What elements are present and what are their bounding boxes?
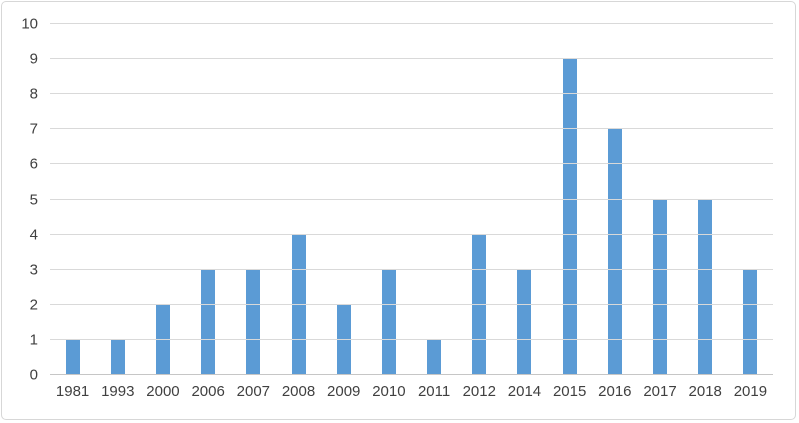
gridline <box>50 303 773 305</box>
bar-1981 <box>65 339 80 375</box>
gridline <box>50 233 773 235</box>
gridline <box>50 163 773 165</box>
x-tick-label: 2011 <box>417 383 451 400</box>
bar-slot-2018 <box>683 24 728 375</box>
bars-layer <box>50 24 773 375</box>
y-tick-label: 2 <box>29 296 38 314</box>
y-tick-label: 8 <box>29 85 38 103</box>
gridline <box>50 23 773 24</box>
bar-slot-2017 <box>637 24 682 375</box>
bar-2017 <box>653 199 668 375</box>
x-tick-label: 2012 <box>462 383 496 400</box>
bar-2019 <box>743 269 758 375</box>
x-tick-label: 2018 <box>688 383 722 400</box>
bar-2006 <box>201 269 216 375</box>
bar-slot-2006 <box>186 24 231 375</box>
y-tick-label: 1 <box>29 331 38 349</box>
bar-2015 <box>562 59 577 375</box>
gridline <box>50 128 773 130</box>
x-axis-line <box>50 374 773 375</box>
y-tick-label: 0 <box>29 366 38 384</box>
gridline <box>50 198 773 200</box>
bar-slot-2016 <box>592 24 637 375</box>
plot-area <box>50 23 773 375</box>
x-tick-label: 2009 <box>327 383 361 400</box>
bar-2000 <box>155 304 170 375</box>
bar-2014 <box>517 269 532 375</box>
gridline <box>50 58 773 60</box>
x-tick-label: 2019 <box>733 383 768 400</box>
x-tick-label: 2016 <box>598 383 632 400</box>
x-tick-label: 2017 <box>643 383 677 400</box>
x-tick-label: 2015 <box>552 383 587 400</box>
gridline <box>50 93 773 95</box>
y-axis: 0 1 2 3 4 5 6 7 8 9 10 <box>2 17 42 383</box>
gridline <box>50 268 773 270</box>
y-tick-label: 3 <box>29 261 38 279</box>
bar-slot-1993 <box>95 24 140 375</box>
bar-1993 <box>110 339 125 375</box>
x-tick-label: 2007 <box>236 383 271 400</box>
y-tick-label: 5 <box>29 191 38 208</box>
x-tick-label: 2008 <box>281 383 316 400</box>
bar-slot-2019 <box>728 24 773 375</box>
y-tick-label: 7 <box>29 120 38 138</box>
x-tick-label: 2014 <box>507 383 542 400</box>
x-axis: 1981 1993 2000 2006 2007 2008 2009 2010 2011 2012… <box>50 383 773 401</box>
bar-slot-2012 <box>457 24 502 375</box>
y-tick-label: 10 <box>21 15 38 33</box>
x-tick-label: 2006 <box>191 383 225 400</box>
bar-2016 <box>607 129 622 375</box>
bar-2010 <box>381 269 396 375</box>
x-tick-label: 2000 <box>146 383 180 400</box>
y-tick-label: 4 <box>29 226 38 244</box>
bar-slot-2008 <box>276 24 321 375</box>
x-tick-label: 1993 <box>101 383 135 400</box>
bar-slot-2014 <box>502 24 547 375</box>
bar-slot-2000 <box>140 24 185 375</box>
bar-slot-2011 <box>412 24 457 375</box>
bar-2009 <box>336 304 351 375</box>
bar-slot-2010 <box>366 24 411 375</box>
x-tick-label: 2010 <box>372 383 406 400</box>
bar-slot-2009 <box>321 24 366 375</box>
bar-slot-2015 <box>547 24 592 375</box>
bar-2018 <box>698 199 713 375</box>
x-tick-label: 1981 <box>55 383 90 400</box>
bar-2011 <box>427 339 442 375</box>
y-tick-label: 9 <box>29 50 38 68</box>
bar-slot-2007 <box>231 24 276 375</box>
bar-2007 <box>246 269 261 375</box>
bar-slot-1981 <box>50 24 95 375</box>
gridline <box>50 338 773 340</box>
y-tick-label: 6 <box>29 155 38 173</box>
